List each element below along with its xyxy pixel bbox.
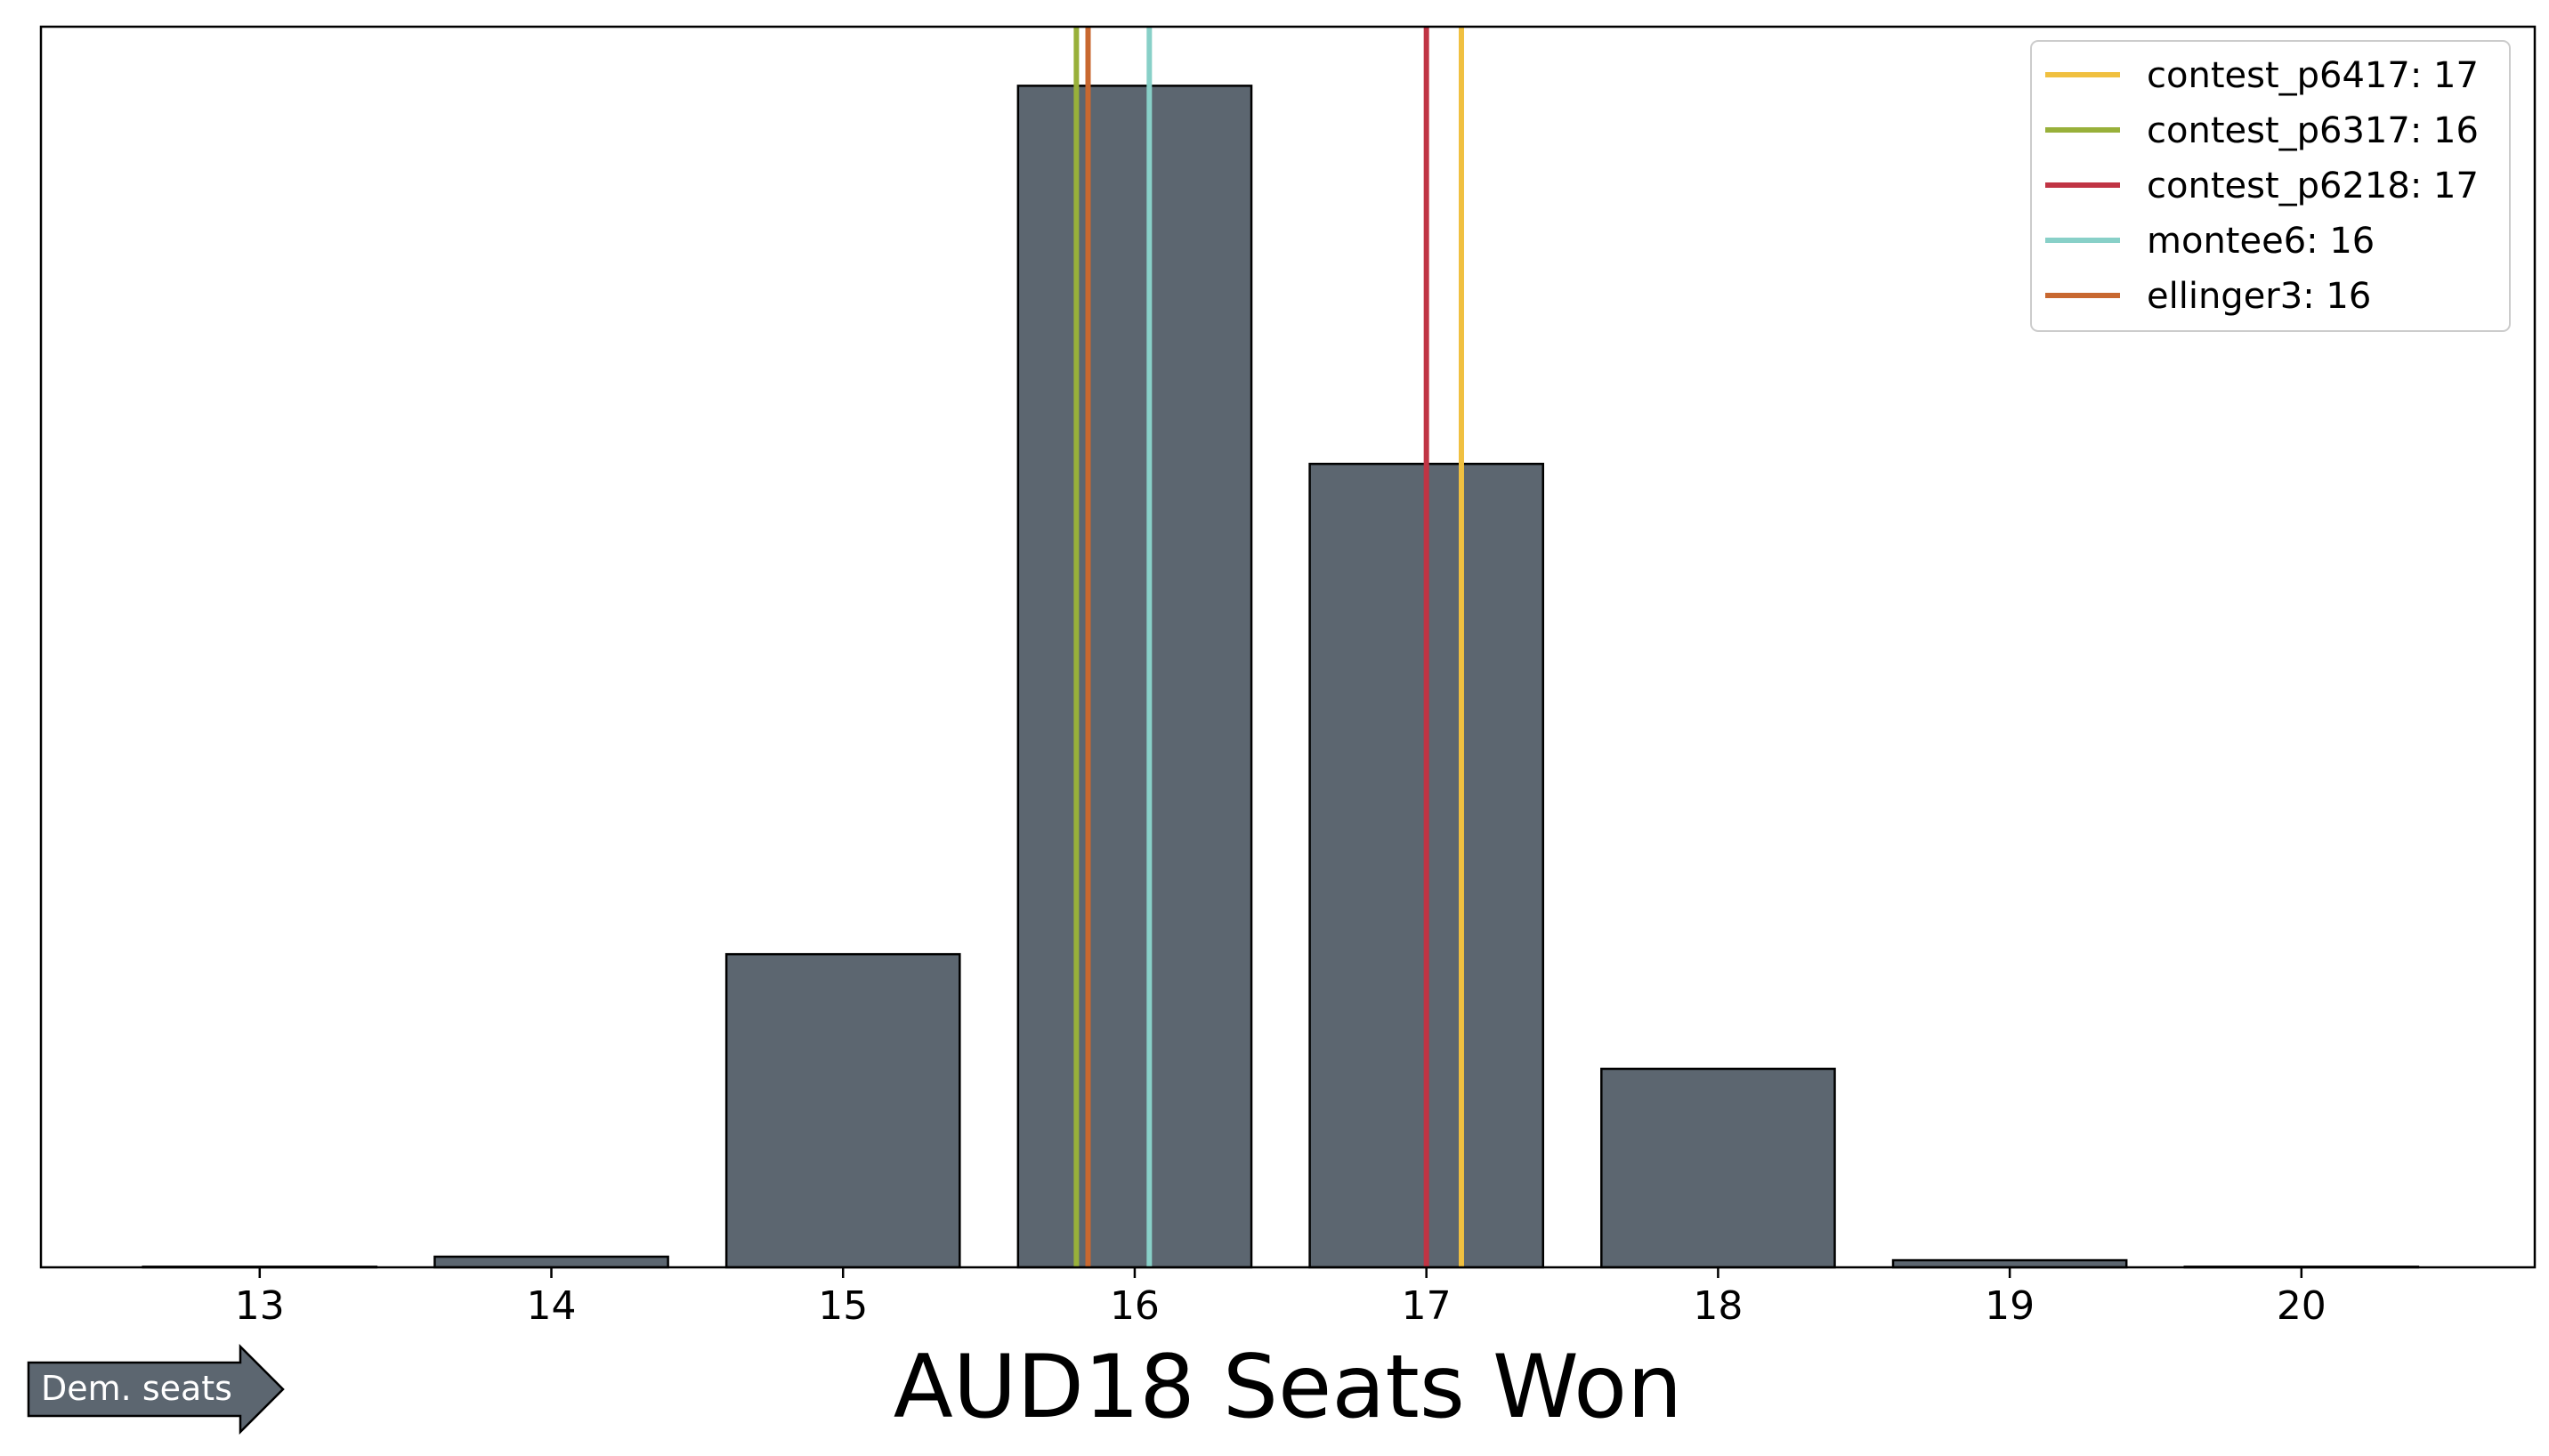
x-tick-label-20: 20 xyxy=(2277,1283,2326,1329)
dem-seats-arrow: Dem. seats xyxy=(27,1343,285,1436)
x-axis-label: AUD18 Seats Won xyxy=(894,1337,1683,1438)
legend-label-montee6: montee6: 16 xyxy=(2147,221,2375,262)
x-tick-label-17: 17 xyxy=(1402,1283,1452,1329)
x-tick-label-14: 14 xyxy=(527,1283,577,1329)
x-tick-label-18: 18 xyxy=(1693,1283,1743,1329)
x-axis-ticks: 13 14 15 16 17 18 19 20 xyxy=(235,1267,2326,1329)
vertical-lines xyxy=(1073,27,1464,1267)
bar-15 xyxy=(724,952,961,1269)
legend-label-contest_p6218: contest_p6218: 17 xyxy=(2147,166,2479,206)
legend-label-contest_p6417: contest_p6417: 17 xyxy=(2147,55,2479,96)
arrow-label: Dem. seats xyxy=(41,1369,232,1408)
x-tick-label-16: 16 xyxy=(1110,1283,1160,1329)
x-tick-label-15: 15 xyxy=(818,1283,868,1329)
arrow-shape xyxy=(27,1343,285,1436)
x-tick-label-13: 13 xyxy=(235,1283,285,1329)
x-tick-label-19: 19 xyxy=(1985,1283,2035,1329)
legend-label-ellinger3: ellinger3: 16 xyxy=(2147,276,2371,317)
legend: contest_p6417: 17 contest_p6317: 16 contes… xyxy=(2030,40,2511,332)
legend-box xyxy=(2030,40,2511,332)
plot-frame xyxy=(39,25,2537,1269)
bar-18 xyxy=(1600,1067,1836,1269)
bar-16 xyxy=(1016,85,1253,1269)
bar-14 xyxy=(433,1255,669,1269)
legend-label-contest_p6317: contest_p6317: 16 xyxy=(2147,110,2479,151)
